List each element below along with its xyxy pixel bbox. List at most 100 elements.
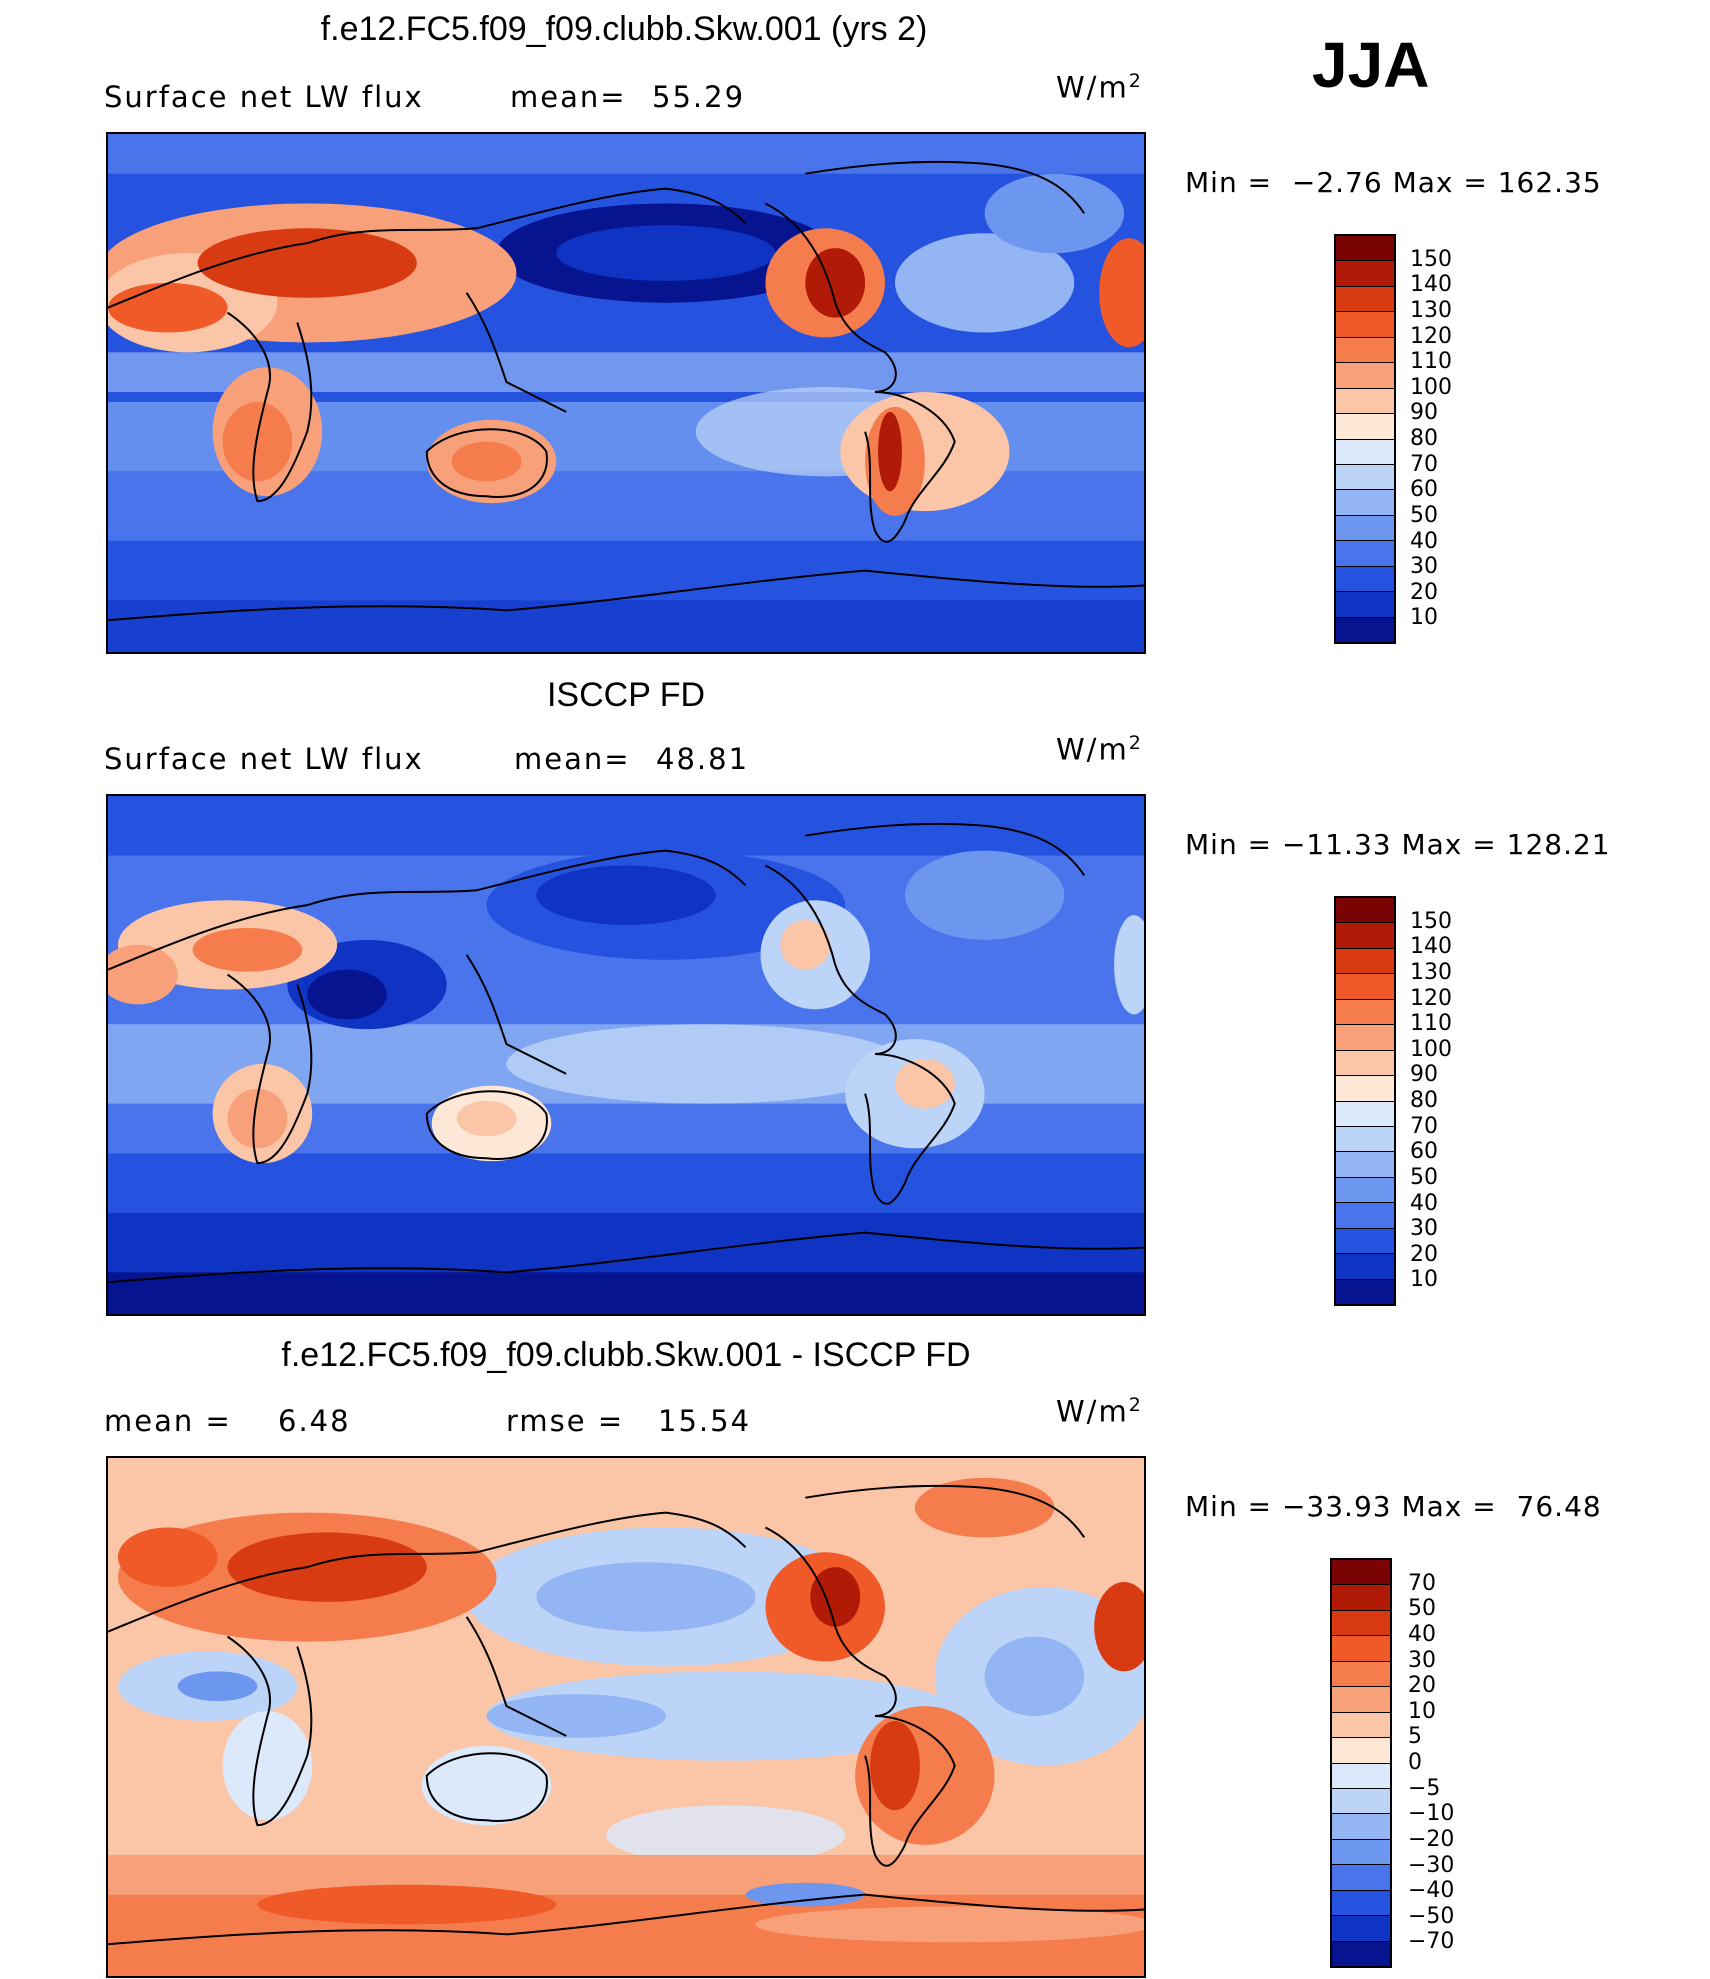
colorbar-tick-label: 40	[1410, 1190, 1438, 1216]
colorbar-tick-label: 120	[1410, 323, 1452, 349]
colorbar-swatch	[1336, 1126, 1394, 1153]
colorbar-tick-label: 70	[1408, 1570, 1436, 1596]
colorbar-swatch	[1332, 1687, 1390, 1713]
panel1-title: f.e12.FC5.f09_f09.clubb.Skw.001 (yrs 2)	[320, 10, 928, 48]
colorbar-swatch	[1332, 1585, 1390, 1611]
colorbar-swatch	[1336, 1279, 1394, 1304]
panel3-colorbar	[1330, 1558, 1392, 1968]
colorbar-tick-label: −10	[1408, 1801, 1455, 1827]
panel1-variable-label: Surface net LW flux	[104, 80, 424, 114]
colorbar-swatch	[1332, 1916, 1390, 1942]
colorbar-swatch	[1336, 337, 1394, 364]
colorbar-swatch	[1336, 1050, 1394, 1077]
colorbar-tick-label: 5	[1408, 1724, 1422, 1750]
panel3-mean-value: 6.48	[278, 1404, 351, 1438]
colorbar-swatch	[1336, 490, 1394, 516]
colorbar-tick-label: 50	[1410, 502, 1438, 528]
colorbar-tick-label: 100	[1410, 374, 1452, 400]
colorbar-swatch	[1336, 1101, 1394, 1127]
panel2-map	[106, 794, 1146, 1316]
colorbar-tick-label: 90	[1410, 1062, 1438, 1088]
colorbar-swatch	[1336, 464, 1394, 491]
colorbar-swatch	[1336, 312, 1394, 338]
colorbar-swatch	[1336, 236, 1394, 262]
colorbar-tick-label: 130	[1410, 297, 1452, 323]
colorbar-tick-label: 10	[1408, 1698, 1436, 1724]
colorbar-tick-label: −40	[1408, 1878, 1455, 1904]
panel3-title: f.e12.FC5.f09_f09.clubb.Skw.001 - ISCCP …	[281, 1336, 971, 1374]
colorbar-swatch	[1332, 1560, 1390, 1586]
panel2-variable-label: Surface net LW flux	[104, 742, 424, 776]
panel2-mean-label: mean=	[514, 742, 631, 776]
colorbar-tick-label: 50	[1410, 1164, 1438, 1190]
colorbar-tick-label: 140	[1410, 934, 1452, 960]
panel3-rmse-value: 15.54	[658, 1404, 752, 1438]
colorbar-swatch	[1332, 1712, 1390, 1739]
colorbar-swatch	[1336, 541, 1394, 567]
colorbar-tick-label: 110	[1410, 1011, 1452, 1037]
colorbar-swatch	[1336, 388, 1394, 415]
panel3-rmse-label: rmse =	[506, 1404, 625, 1438]
panel3-minmax: Min = −33.93 Max = 76.48	[1185, 1490, 1602, 1523]
colorbar-tick-label: 0	[1408, 1750, 1422, 1775]
colorbar-swatch	[1332, 1763, 1390, 1789]
colorbar-swatch	[1336, 566, 1394, 593]
colorbar-swatch	[1336, 898, 1394, 924]
colorbar-swatch	[1336, 286, 1394, 313]
colorbar-tick-label: 80	[1410, 426, 1438, 451]
colorbar-tick-label: 100	[1410, 1036, 1452, 1062]
colorbar-swatch	[1336, 999, 1394, 1026]
panel3-mean-label: mean =	[104, 1404, 232, 1438]
colorbar-tick-label: 80	[1410, 1088, 1438, 1113]
colorbar-tick-label: 20	[1410, 579, 1438, 605]
colorbar-swatch	[1336, 1254, 1394, 1280]
panel1-mean-label: mean=	[510, 80, 627, 114]
colorbar-swatch	[1332, 1636, 1390, 1662]
panel1-units: W/m2	[1056, 70, 1143, 105]
colorbar-swatch	[1336, 515, 1394, 542]
colorbar-tick-label: 70	[1410, 1113, 1438, 1139]
colorbar-swatch	[1336, 439, 1394, 465]
panel1-mean-value: 55.29	[652, 80, 746, 114]
colorbar-tick-label: 40	[1410, 528, 1438, 554]
panel1-minmax: Min = −2.76 Max = 162.35	[1185, 166, 1602, 199]
colorbar-swatch	[1332, 1610, 1390, 1637]
colorbar-tick-label: 60	[1410, 477, 1438, 503]
colorbar-tick-label: −30	[1408, 1852, 1455, 1878]
colorbar-tick-label: 130	[1410, 959, 1452, 985]
colorbar-swatch	[1336, 261, 1394, 287]
colorbar-tick-label: 70	[1410, 451, 1438, 477]
colorbar-tick-label: 150	[1410, 908, 1452, 934]
panel1-map	[106, 132, 1146, 654]
colorbar-swatch	[1336, 1025, 1394, 1051]
colorbar-swatch	[1336, 1228, 1394, 1255]
colorbar-swatch	[1332, 1814, 1390, 1840]
colorbar-swatch	[1336, 414, 1394, 440]
panel2-colorbar	[1334, 896, 1396, 1306]
colorbar-tick-label: 30	[1410, 554, 1438, 580]
colorbar-swatch	[1332, 1661, 1390, 1688]
colorbar-swatch	[1332, 1738, 1390, 1764]
colorbar-swatch	[1332, 1865, 1390, 1891]
colorbar-swatch	[1336, 948, 1394, 975]
panel2-units: W/m2	[1056, 732, 1143, 767]
colorbar-tick-label: 140	[1410, 272, 1452, 298]
panel3-colorbar-labels: 70 50 40 30 20 10 5 0 −5 −10 −20 −30 −40 −50 −70	[1408, 1558, 1528, 1968]
colorbar-tick-label: 60	[1410, 1139, 1438, 1165]
colorbar-tick-label: 10	[1410, 1267, 1438, 1293]
panel2-colorbar-labels: 150 140 130 120 110 100 90 80 70 60 50 40 30 20 10	[1410, 896, 1530, 1306]
colorbar-tick-label: 20	[1410, 1241, 1438, 1267]
panel3-units: W/m2	[1056, 1394, 1143, 1429]
panel2-minmax: Min = −11.33 Max = 128.21	[1185, 828, 1611, 861]
colorbar-tick-label: 120	[1410, 985, 1452, 1011]
panel2-mean-value: 48.81	[656, 742, 750, 776]
colorbar-tick-label: 30	[1410, 1216, 1438, 1242]
colorbar-tick-label: 150	[1410, 246, 1452, 272]
colorbar-tick-label: 30	[1408, 1647, 1436, 1673]
colorbar-tick-label: 50	[1408, 1596, 1436, 1622]
season-label: JJA	[1312, 29, 1430, 101]
colorbar-tick-label: 90	[1410, 400, 1438, 426]
colorbar-swatch	[1336, 1177, 1394, 1204]
panel3-map	[106, 1456, 1146, 1978]
colorbar-tick-label: 20	[1408, 1673, 1436, 1699]
